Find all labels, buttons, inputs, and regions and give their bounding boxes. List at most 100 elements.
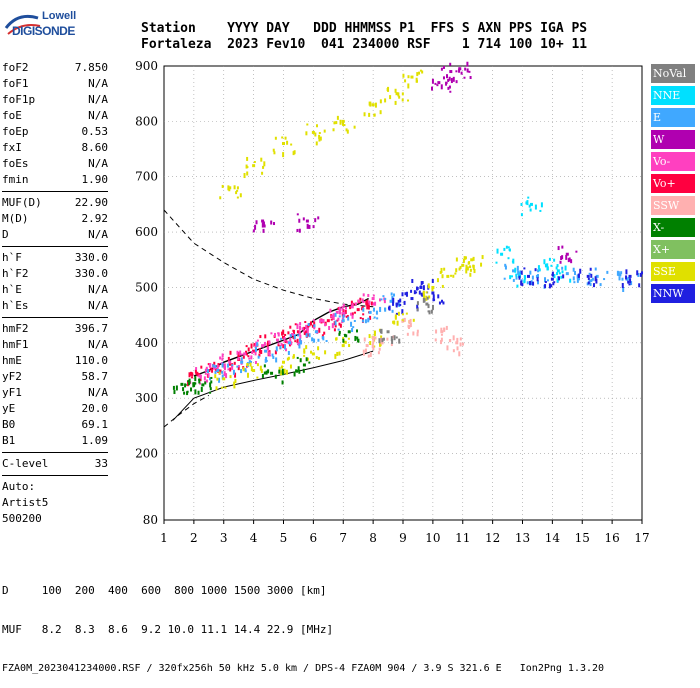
echo-cluster: [423, 294, 426, 299]
echo-cluster: [398, 338, 401, 344]
echo-cluster: [420, 281, 423, 286]
echo-cluster: [339, 119, 342, 125]
echo-cluster: [546, 266, 549, 271]
echo-cluster: [437, 294, 440, 299]
echo-cluster: [343, 311, 346, 317]
echo-cluster: [381, 338, 384, 343]
x-tick-label: 1: [160, 531, 168, 545]
echo-cluster: [416, 329, 419, 333]
echo-cluster: [466, 266, 469, 271]
echo-cluster: [268, 354, 271, 357]
echo-cluster: [312, 319, 315, 322]
echo-point: [395, 302, 399, 306]
echo-cluster: [264, 334, 267, 339]
echo-cluster: [209, 391, 212, 394]
echo-cluster: [552, 282, 555, 286]
param-value: 2.92: [81, 212, 109, 225]
echo-cluster: [342, 338, 345, 343]
param-label: foF2: [2, 61, 29, 74]
echo-cluster: [392, 320, 395, 324]
echo-cluster: [538, 268, 541, 272]
y-tick-label: 600: [135, 225, 158, 239]
logo-text-digisonde: DIGISONDE: [12, 24, 75, 38]
echo-cluster: [391, 309, 394, 313]
echo-cluster: [240, 353, 243, 356]
echo-point: [446, 274, 450, 278]
echo-cluster: [472, 264, 475, 268]
echo-cluster: [221, 184, 224, 188]
header-row-2: Fortaleza 2023 Fev10 041 234000 RSF 1 71…: [141, 37, 588, 52]
echo-cluster: [372, 346, 375, 351]
echo-point: [311, 130, 315, 134]
echo-cluster: [550, 284, 553, 288]
x-tick-label: 7: [339, 531, 347, 545]
echo-cluster: [306, 329, 309, 334]
echo-cluster: [350, 312, 353, 316]
echo-cluster: [305, 131, 308, 136]
echo-cluster: [452, 349, 455, 353]
param-row: hmF2 396.7: [2, 321, 108, 337]
echo-cluster: [565, 254, 568, 260]
echo-cluster: [313, 321, 316, 326]
echo-cluster: [379, 99, 382, 104]
echo-cluster: [207, 373, 210, 378]
echo-point: [311, 352, 315, 356]
echo-cluster: [627, 276, 630, 280]
echo-cluster: [431, 288, 434, 292]
echo-cluster: [313, 338, 316, 343]
echo-cluster: [426, 296, 429, 300]
echo-cluster: [351, 303, 354, 309]
echo-point: [440, 330, 444, 334]
divider: [2, 246, 108, 247]
echo-cluster: [219, 196, 222, 200]
echo-cluster: [215, 386, 218, 391]
echo-cluster: [345, 306, 348, 310]
echo-cluster: [548, 283, 551, 289]
echo-cluster: [372, 338, 375, 343]
echo-cluster: [409, 318, 412, 323]
echo-point: [410, 297, 414, 301]
echo-cluster: [210, 376, 213, 379]
echo-cluster: [324, 323, 327, 327]
logo-mark: [4, 14, 41, 35]
echo-cluster: [296, 213, 299, 216]
echo-cluster: [206, 369, 209, 374]
echo-cluster: [536, 280, 539, 285]
echo-cluster: [428, 295, 431, 299]
echo-cluster: [281, 368, 284, 374]
echo-cluster: [371, 344, 374, 349]
echo-point: [341, 344, 345, 348]
echo-cluster: [628, 283, 631, 286]
echo-cluster: [422, 285, 425, 291]
echo-point: [282, 335, 285, 339]
legend: NoVal NNE E W Vo- Vo+ SSW X- X+ SSE NNW: [651, 64, 695, 306]
echo-point: [401, 319, 405, 323]
echo-cluster: [345, 315, 348, 318]
echo-cluster: [440, 67, 443, 71]
echo-cluster: [463, 256, 466, 261]
echo-cluster: [246, 156, 249, 161]
echo-cluster: [305, 333, 308, 338]
echo-cluster: [462, 258, 465, 263]
echo-cluster: [543, 259, 546, 265]
echo-point: [296, 330, 300, 334]
echo-cluster: [236, 350, 239, 355]
echo-cluster: [283, 368, 286, 374]
echo-point: [261, 219, 265, 223]
echo-cluster: [212, 365, 215, 370]
echo-cluster: [282, 152, 285, 158]
echo-cluster: [233, 361, 236, 365]
echo-cluster: [397, 92, 400, 97]
echo-cluster: [219, 356, 222, 360]
param-row: foF1 N/A: [2, 76, 108, 92]
echo-cluster: [211, 368, 214, 373]
echo-cluster: [419, 285, 422, 288]
echo-cluster: [536, 277, 539, 282]
echo-cluster: [636, 270, 639, 276]
echo-cluster: [338, 322, 341, 326]
echo-cluster: [263, 161, 266, 167]
echo-cluster: [310, 350, 313, 354]
echo-cluster: [397, 299, 400, 303]
echo-point: [201, 383, 205, 387]
echo-cluster: [466, 68, 469, 73]
